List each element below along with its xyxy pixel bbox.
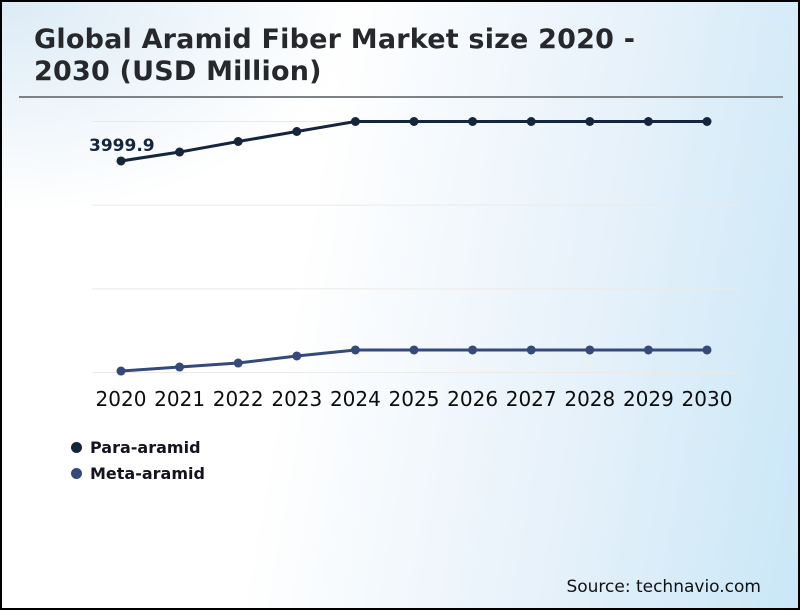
data-point-para-aramid	[526, 117, 536, 126]
x-axis-label: 2030	[682, 387, 733, 411]
title-underline	[19, 96, 783, 98]
x-axis-label: 2029	[623, 387, 674, 411]
data-point-meta-aramid	[702, 345, 712, 355]
legend-label: Para-aramid	[90, 437, 201, 457]
data-point-para-aramid	[643, 117, 653, 126]
x-axis-label: 2023	[271, 387, 322, 411]
x-axis-label: 2022	[213, 387, 264, 411]
data-point-para-aramid	[350, 117, 360, 126]
data-point-meta-aramid	[175, 362, 185, 372]
data-point-para-aramid	[175, 147, 185, 157]
data-point-meta-aramid	[526, 345, 536, 355]
data-point-meta-aramid	[643, 345, 653, 355]
data-point-meta-aramid	[585, 345, 595, 355]
legend-item: Meta-aramid	[71, 460, 205, 486]
chart-title-line2: 2030 (USD Million)	[34, 56, 322, 87]
x-axis-label: 2028	[564, 387, 615, 411]
data-point-meta-aramid	[409, 345, 419, 355]
series-line-para-aramid	[120, 120, 707, 163]
legend-swatch-icon	[71, 441, 82, 453]
data-point-meta-aramid	[233, 358, 243, 368]
data-point-para-aramid	[233, 137, 243, 147]
data-point-label: 3999.9	[89, 136, 155, 156]
data-point-para-aramid	[116, 156, 126, 166]
data-point-meta-aramid	[350, 345, 360, 355]
x-axis-label: 2027	[506, 387, 557, 411]
data-point-para-aramid	[292, 127, 302, 137]
chart-title: Global Aramid Fiber Market size 2020 - 2…	[34, 24, 734, 88]
x-axis-label: 2020	[96, 387, 147, 411]
data-point-para-aramid	[409, 117, 419, 126]
data-point-meta-aramid	[292, 351, 302, 361]
x-axis-label: 2025	[389, 387, 440, 411]
data-point-para-aramid	[585, 117, 595, 126]
x-axis-label: 2026	[447, 387, 498, 411]
legend-item: Para-aramid	[71, 434, 205, 460]
data-point-para-aramid	[702, 117, 712, 126]
legend-swatch-icon	[71, 467, 82, 479]
source-attribution: Source: technavio.com	[566, 577, 761, 597]
legend-label: Meta-aramid	[90, 463, 205, 483]
data-point-meta-aramid	[468, 345, 478, 355]
x-axis-label: 2021	[154, 387, 205, 411]
data-point-meta-aramid	[116, 366, 126, 376]
chart-title-line1: Global Aramid Fiber Market size 2020 -	[34, 24, 636, 55]
data-point-para-aramid	[468, 117, 478, 126]
chart-legend: Para-aramid Meta-aramid	[71, 434, 205, 486]
line-chart: 3999.9 2020 2021 2022 2023 2024 2025 2026 2027 20…	[89, 117, 739, 411]
x-axis-label: 2024	[330, 387, 381, 411]
